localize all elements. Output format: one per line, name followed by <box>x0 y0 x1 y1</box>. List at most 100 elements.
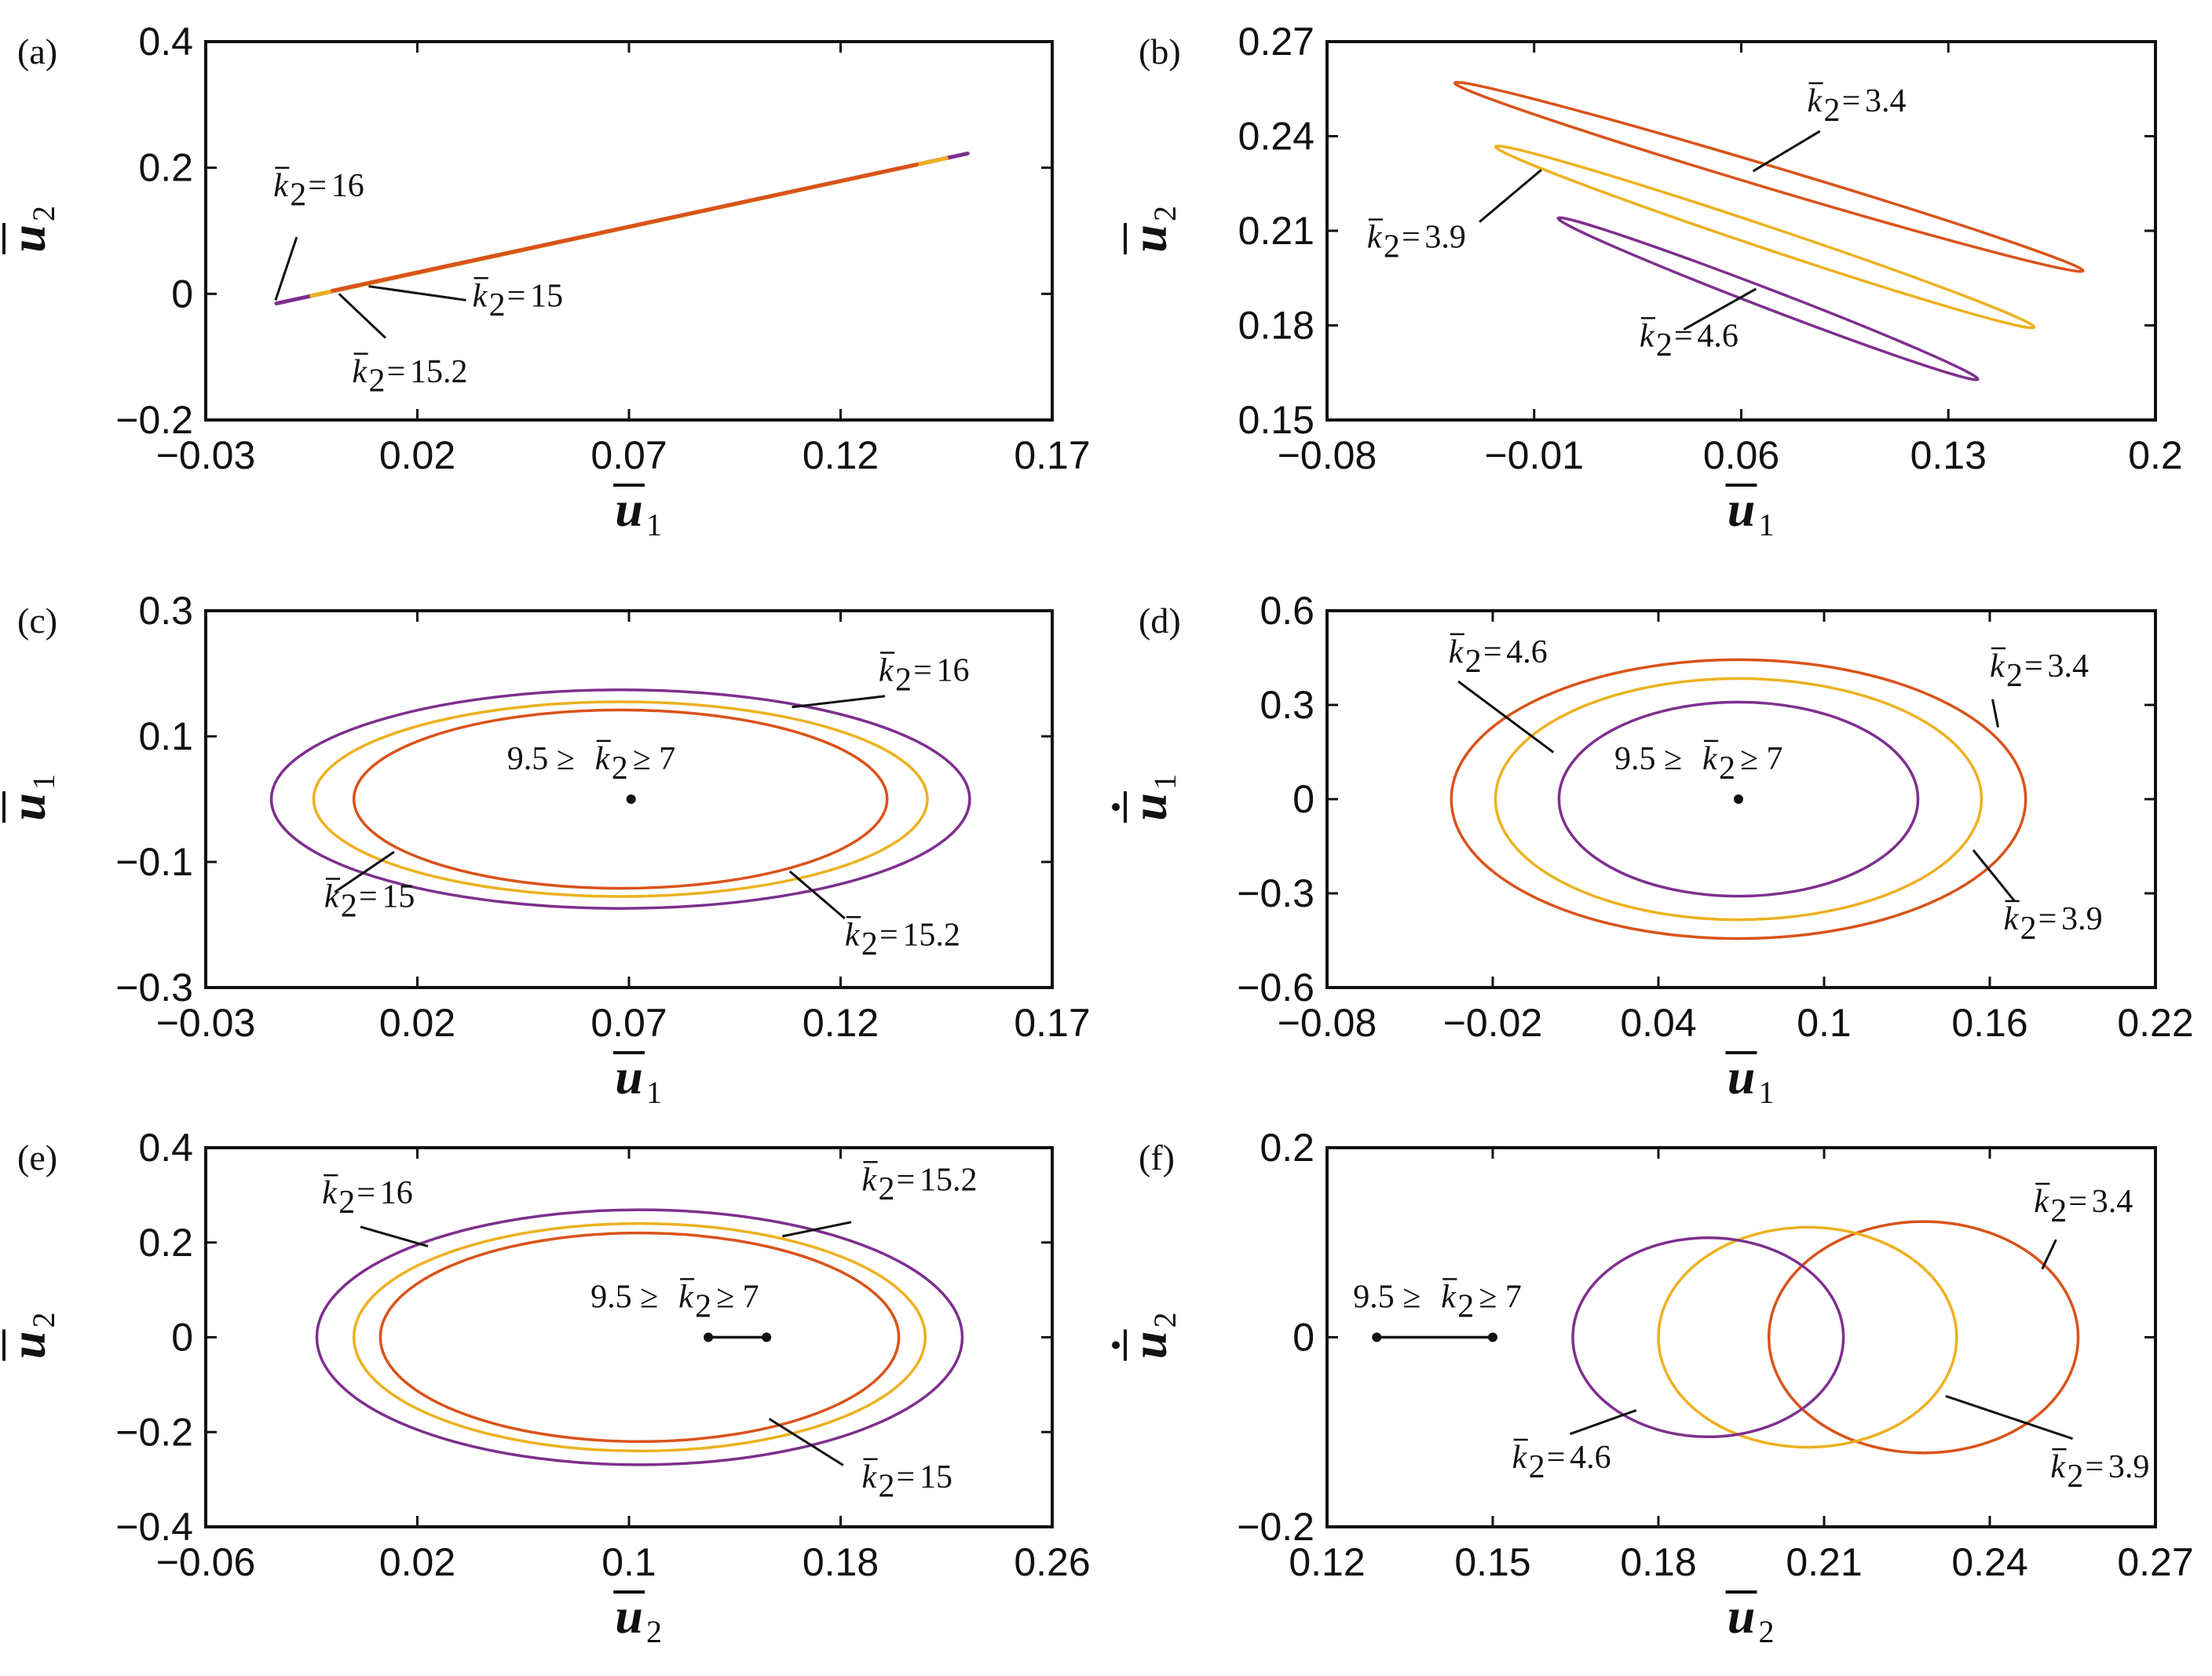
x-tick-label: 0.02 <box>379 1001 455 1045</box>
annotation-leader <box>1479 169 1542 223</box>
series-orbit <box>1453 81 2085 273</box>
k-value: 3.9 <box>1424 220 1466 256</box>
k2-annotation: k 2 = 16 <box>273 166 364 214</box>
y-tick-label: 0 <box>1292 1316 1314 1360</box>
panel-f: (f)0.12 0.15 0.18 0.21 0.24 0.27−0.200.2u 2u29… <box>1112 1126 2194 1649</box>
k2-annotation: k 2 = 15.2 <box>861 1160 977 1207</box>
k-value: 4.6 <box>1697 318 1739 354</box>
y-axis-label: u1 <box>0 774 61 823</box>
k-symbol: k <box>324 879 340 915</box>
panel-label: (f) <box>1139 1137 1175 1178</box>
panel-label: (c) <box>17 601 57 641</box>
subscript-2: 2 <box>2006 658 2023 694</box>
series-orbit <box>1556 216 1980 382</box>
u-symbol: u <box>0 793 56 821</box>
k-symbol: k <box>1441 1280 1457 1316</box>
subscript-2: 2 <box>1824 93 1841 129</box>
x-tick-label: 0.24 <box>1951 1540 2027 1584</box>
range-high: ≥ 7 <box>633 741 676 777</box>
k-symbol: k <box>1512 1440 1528 1476</box>
annotation-leader <box>1683 287 1757 331</box>
subscript-2: 2 <box>368 363 385 400</box>
y-tick-label: 0.1 <box>138 714 193 758</box>
subscript-2: 2 <box>1529 1449 1545 1485</box>
u-symbol: u <box>615 1588 643 1644</box>
annotation-leader <box>334 850 395 893</box>
k2-annotation: k 2 = 15 <box>473 277 563 323</box>
x-tick-label: −0.03 <box>156 1001 256 1045</box>
series-group <box>315 1208 964 1466</box>
k-value: 15 <box>920 1459 952 1495</box>
range-low: 9.5 ≥ <box>1614 741 1682 777</box>
k2-annotation: k 2 = 15 <box>861 1458 952 1505</box>
x-tick-label: −0.02 <box>1443 1001 1543 1045</box>
u-symbol: u <box>615 1049 643 1105</box>
subscript-2: 2 <box>612 750 628 787</box>
x-tick-label: 0.2 <box>2128 433 2183 477</box>
k-symbol: k <box>1990 648 2005 685</box>
subscript: 1 <box>646 1075 662 1110</box>
x-tick-label: 0.1 <box>601 1540 656 1584</box>
equals-sign: = <box>1402 220 1420 256</box>
k2-annotation: k 2 = 4.6 <box>1449 633 1548 680</box>
subscript: 1 <box>1759 1075 1775 1110</box>
y-axis-label: u2 <box>0 206 61 254</box>
subscript: 2 <box>646 1614 662 1649</box>
annotation-leader <box>1457 680 1555 754</box>
x-tick-label: 0.02 <box>379 1540 455 1584</box>
y-tick-label: 0.3 <box>138 589 193 633</box>
subscript-2: 2 <box>2067 1459 2083 1495</box>
equilibrium-point <box>1733 794 1743 804</box>
series-orbit <box>315 1208 964 1466</box>
annotation-leader <box>1945 1394 2073 1440</box>
k2-annotation: k 2 = 16 <box>322 1174 413 1221</box>
x-tick-label: 0.21 <box>1786 1540 1862 1584</box>
equilibrium-point <box>1372 1332 1382 1342</box>
equals-sign: = <box>356 1175 375 1211</box>
x-tick-label: 0.1 <box>1797 1001 1852 1045</box>
equals-sign: = <box>1483 634 1502 670</box>
y-tick-label: 0 <box>171 272 193 316</box>
x-tick-label: −0.06 <box>156 1540 256 1584</box>
k-symbol: k <box>1702 741 1718 777</box>
x-tick-label: −0.08 <box>1278 1001 1377 1045</box>
range-low: 9.5 ≥ <box>1353 1280 1420 1316</box>
x-tick-label: 0.15 <box>1454 1540 1530 1584</box>
equals-sign: = <box>2085 1449 2104 1485</box>
y-tick-label: −0.2 <box>1237 1505 1314 1549</box>
series-orbit <box>352 708 889 890</box>
y-axis-label: u1 <box>1112 774 1183 823</box>
equilibrium-point <box>626 794 636 804</box>
k-symbol: k <box>861 1459 877 1495</box>
panel-a: (a)−0.03 0.02 0.07 0.12 0.17−0.200.20.4u 1u2k… <box>0 20 1091 542</box>
panel-b: (b) −0.08 −0.01 0.06 0.13 0.2 0.15 0.18 0.21 0.24… <box>1121 20 2183 542</box>
k-symbol: k <box>1640 318 1655 354</box>
annotation-leader <box>1569 1409 1637 1436</box>
k-symbol: k <box>322 1175 338 1211</box>
subscript-2: 2 <box>338 1185 355 1221</box>
u-symbol: u <box>1121 225 1177 253</box>
y-tick-label: 0.2 <box>1260 1126 1314 1170</box>
k-value: 3.4 <box>2092 1184 2133 1220</box>
x-tick-label: 0.13 <box>1910 433 1987 477</box>
series-group <box>274 152 970 306</box>
subscript-2: 2 <box>1465 644 1482 680</box>
k-value: 4.6 <box>1570 1440 1611 1476</box>
u-symbol: u <box>1728 1049 1756 1105</box>
equals-sign: = <box>913 653 932 689</box>
x-tick-label: 0.26 <box>1014 1540 1090 1584</box>
subscript: 2 <box>26 206 61 221</box>
k2-annotation: k 2 = 4.6 <box>1640 317 1739 363</box>
equals-sign: = <box>1674 318 1693 354</box>
panel-label: (e) <box>17 1137 57 1178</box>
time-derivative-dot <box>1112 803 1120 811</box>
k-symbol: k <box>273 168 289 204</box>
y-tick-label: 0.18 <box>1238 304 1314 348</box>
x-tick-label: 0.17 <box>1014 1001 1090 1045</box>
k2-annotation: k 2 = 3.4 <box>1808 82 1907 129</box>
annotation-leader <box>368 285 466 301</box>
subscript: 2 <box>26 1313 61 1328</box>
y-tick-label: 0.2 <box>138 146 193 190</box>
equilibrium-point <box>762 1332 772 1342</box>
